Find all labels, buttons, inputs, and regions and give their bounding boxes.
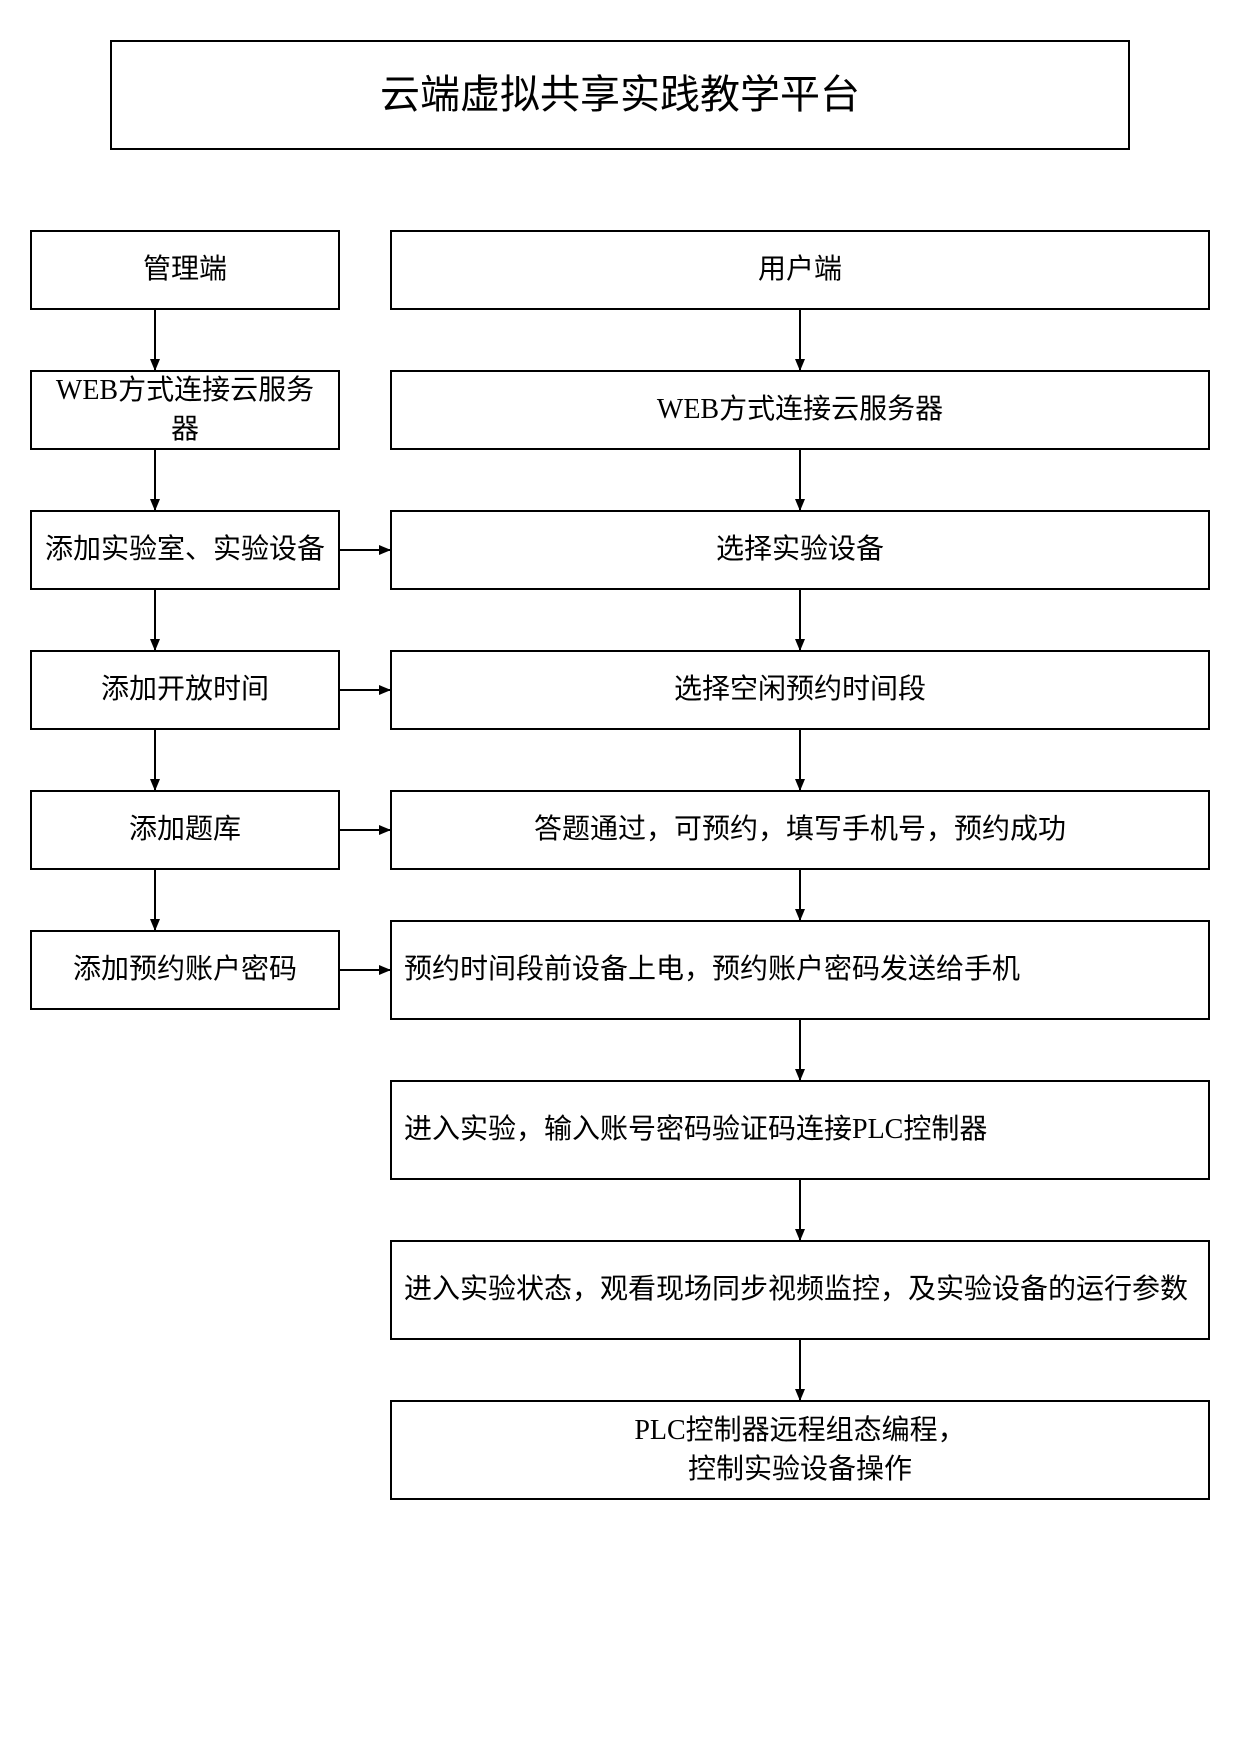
- flowchart-node-user: 用户端: [390, 230, 1210, 310]
- flowchart-node-u3: 选择空闲预约时间段: [390, 650, 1210, 730]
- flowchart-node-u4: 答题通过，可预约，填写手机号，预约成功: [390, 790, 1210, 870]
- flowchart-node-u8: PLC控制器远程组态编程，控制实验设备操作: [390, 1400, 1210, 1500]
- flowchart-node-a4: 添加题库: [30, 790, 340, 870]
- flowchart-node-title: 云端虚拟共享实践教学平台: [110, 40, 1130, 150]
- flowchart-node-u7: 进入实验状态，观看现场同步视频监控，及实验设备的运行参数: [390, 1240, 1210, 1340]
- flowchart-node-a5: 添加预约账户密码: [30, 930, 340, 1010]
- flowchart-node-u6: 进入实验，输入账号密码验证码连接PLC控制器: [390, 1080, 1210, 1180]
- flowchart-node-admin: 管理端: [30, 230, 340, 310]
- flowchart-node-u1: WEB方式连接云服务器: [390, 370, 1210, 450]
- flowchart-node-u5: 预约时间段前设备上电，预约账户密码发送给手机: [390, 920, 1210, 1020]
- flowchart-node-u2: 选择实验设备: [390, 510, 1210, 590]
- flowchart-node-a1: WEB方式连接云服务器: [30, 370, 340, 450]
- flowchart-node-a3: 添加开放时间: [30, 650, 340, 730]
- flowchart-node-a2: 添加实验室、实验设备: [30, 510, 340, 590]
